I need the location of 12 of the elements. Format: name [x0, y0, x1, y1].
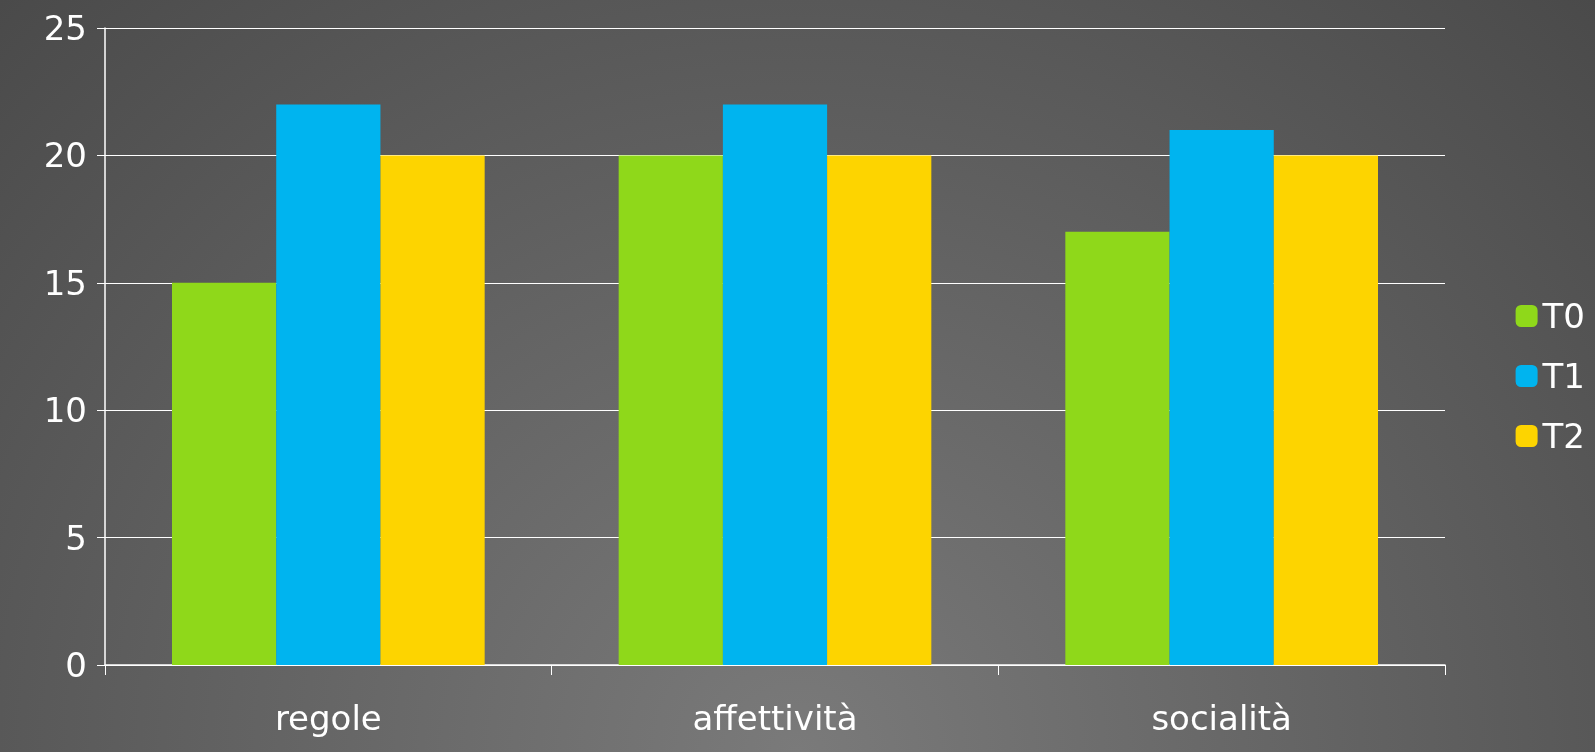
- y-tick-label: 0: [65, 645, 87, 685]
- y-tick-label: 25: [43, 8, 87, 48]
- y-tick-label: 15: [43, 262, 87, 303]
- x-tick-label: socialità: [1151, 698, 1292, 738]
- legend-label: T2: [1541, 416, 1586, 456]
- x-tick-label: affettività: [692, 698, 858, 738]
- legend-label: T1: [1541, 356, 1586, 396]
- y-tick-label: 5: [65, 517, 87, 558]
- x-tick-label: regole: [274, 698, 382, 738]
- y-tick-label: 10: [43, 390, 87, 431]
- legend-label: T0: [1541, 296, 1586, 336]
- y-tick-label: 20: [43, 135, 87, 176]
